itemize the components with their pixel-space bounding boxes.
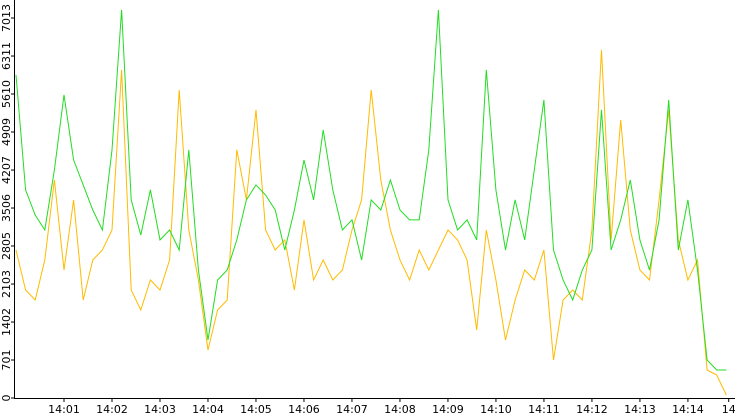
y-tick-label: 1402: [0, 308, 13, 336]
x-tick-label: 14:07: [336, 403, 368, 415]
x-tick-label: 14:14: [672, 403, 704, 415]
x-tick-label: 14:04: [192, 403, 224, 415]
y-tick-label: 4909: [0, 118, 13, 146]
x-tick-label: 14:08: [384, 403, 416, 415]
series-line: [15, 49, 727, 396]
y-tick-label: 5610: [0, 80, 13, 108]
x-tick-label: 14:09: [432, 403, 464, 415]
x-tick-label: 14:10: [480, 403, 512, 415]
x-tick-label: 14:05: [240, 403, 272, 415]
x-tick-label: 14:01: [48, 403, 80, 415]
x-tick-label: 14:06: [288, 403, 320, 415]
x-tick-label: 14:11: [528, 403, 560, 415]
x-tick-label: 14:13: [624, 403, 656, 415]
series-line: [15, 9, 727, 371]
y-tick-label: 701: [0, 350, 13, 371]
y-tick-label: 7013: [0, 4, 13, 32]
y-tick-label: 2805: [0, 232, 13, 260]
y-tick-label: 2103: [0, 270, 13, 298]
y-tick-label: 3506: [0, 194, 13, 222]
x-tick-label: 14:12: [576, 403, 608, 415]
y-tick-label: 0: [0, 395, 13, 402]
y-tick-label: 6311: [0, 42, 13, 70]
y-tick-label: 4207: [0, 156, 13, 184]
x-tick-label: 14:02: [96, 403, 128, 415]
x-tick-label: 14: [722, 403, 735, 415]
x-tick-label: 14:03: [144, 403, 176, 415]
